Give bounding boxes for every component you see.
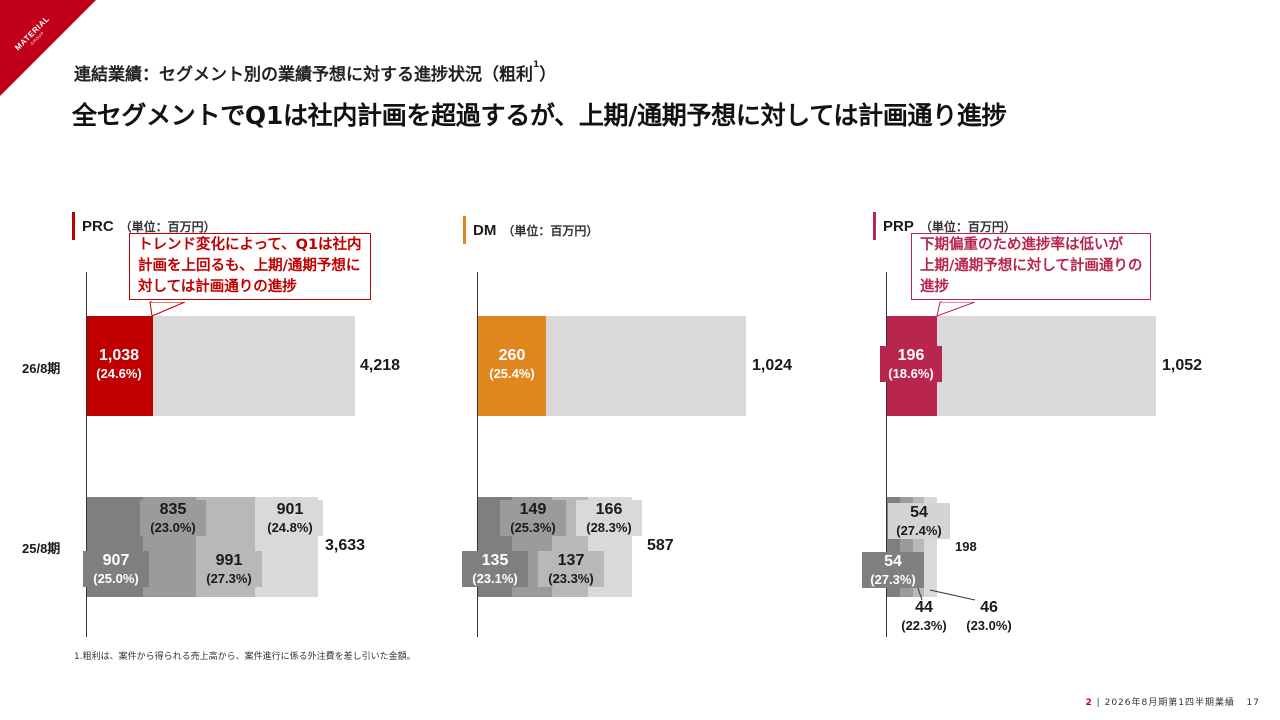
row-label-fy26: 26/8期 [22, 361, 61, 376]
prp-fy26-q1-label: 196 (18.6%) [880, 346, 942, 382]
dm-fy26-q1-label: 260 (25.4%) [489, 347, 535, 381]
prc-fy25-q1-label: 907 (25.0%) [83, 551, 149, 587]
axis-prc [86, 272, 87, 637]
prc-fy26-q1-label: 1,038 (24.6%) [96, 347, 142, 381]
prc-fy25-q2-label: 835 (23.0%) [140, 500, 206, 536]
unit-label: （単位：百万円） [119, 219, 216, 234]
segment-name: PRC [82, 217, 114, 235]
dm-fy25-q2-label: 149 (25.3%) [500, 500, 566, 536]
page-footer: 2 | 2026年8月期第1四半期業績 17 [1085, 698, 1260, 708]
axis-dm [477, 272, 478, 637]
page-title: 全セグメントでQ1は社内計画を超過するが、上期/通期予想に対しては計画通り進捗 [72, 101, 1007, 130]
segment-name: PRP [883, 217, 914, 235]
panel-header-prc: PRC （単位：百万円） [72, 212, 216, 240]
prc-fy25-total: 3,633 [325, 537, 366, 554]
dm-fy26-total: 1,024 [752, 357, 793, 374]
prc-fy26-q1-bar [87, 316, 153, 416]
corner-logo: MATERIAL GROUP [0, 0, 96, 96]
dm-fy25-q3-label: 137 (23.3%) [538, 551, 604, 587]
prc-fy26-total: 4,218 [360, 357, 401, 374]
panel-header-dm: DM （単位：百万円） [463, 216, 598, 244]
dm-fy26-q1-bar [478, 316, 546, 416]
footnote: 1.粗利は、案件から得られる売上高から、案件進行に係る外注費を差し引いた金額。 [74, 652, 416, 662]
prp-fy25-q1-label: 54 (27.3%) [862, 552, 924, 588]
prp-fy25-q3-label: 44 (22.3%) [901, 599, 947, 633]
prp-fy25-q4-label: 46 (23.0%) [966, 599, 1012, 633]
dm-fy25-q4-label: 166 (28.3%) [576, 500, 642, 536]
prp-fy26-total: 1,052 [1162, 357, 1203, 374]
prc-fy25-q4-label: 901 (24.8%) [257, 500, 323, 536]
prp-fy25-q2-label: 54 (27.4%) [888, 503, 950, 539]
prc-callout: トレンド変化によって、Q1は社内 計画を上回るも、上期/通期予想に 対しては計画… [129, 233, 371, 300]
prc-fy25-q3-label: 991 (27.3%) [196, 551, 262, 587]
page-subtitle: 連結業績：セグメント別の業績予想に対する進捗状況（粗利1） [74, 60, 557, 85]
dm-fy25-q1-label: 135 (23.1%) [462, 551, 528, 587]
panel-header-prp: PRP （単位：百万円） [873, 212, 1016, 240]
dm-fy25-total: 587 [647, 537, 674, 554]
unit-label: （単位：百万円） [502, 223, 599, 238]
prp-fy25-total: 198 [955, 539, 977, 554]
row-label-fy25: 25/8期 [22, 541, 61, 556]
prc-callout-pointer [149, 301, 186, 317]
axis-prp [886, 272, 887, 637]
prp-callout: 下期偏重のため進捗率は低いが 上期/通期予想に対して計画通りの 進捗 [911, 233, 1152, 300]
unit-label: （単位：百万円） [919, 219, 1016, 234]
segment-name: DM [473, 221, 497, 239]
prp-callout-pointer [936, 301, 976, 317]
